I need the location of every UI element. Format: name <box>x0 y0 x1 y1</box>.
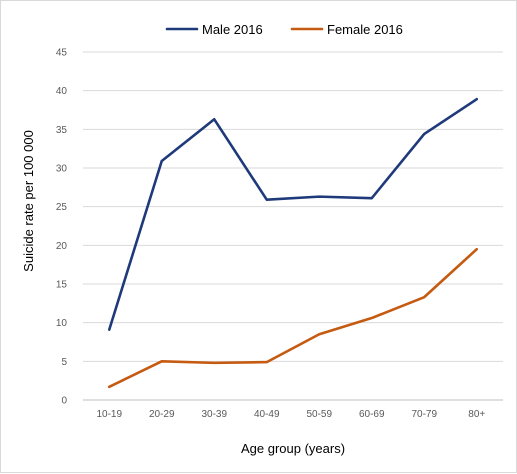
y-tick-label: 10 <box>56 318 68 329</box>
series-lines <box>109 99 477 387</box>
legend: Male 2016 Female 2016 <box>167 22 403 37</box>
x-tick-label: 30-39 <box>201 409 227 420</box>
y-tick-labels: 0 5 10 15 20 25 30 35 40 45 <box>56 48 68 407</box>
legend-item-male-2016: Male 2016 <box>167 22 263 37</box>
x-tick-label: 10-19 <box>96 409 122 420</box>
x-tick-label: 40-49 <box>254 409 280 420</box>
y-tick-label: 0 <box>61 396 67 407</box>
x-tick-labels: 10-19 20-29 30-39 40-49 50-59 60-69 70-79 80+ <box>96 409 485 420</box>
series-line-female-2016 <box>109 249 477 387</box>
x-tick-label: 80+ <box>468 409 485 420</box>
legend-label: Female 2016 <box>327 22 403 37</box>
y-tick-label: 25 <box>56 202 68 213</box>
x-tick-label: 70-79 <box>411 409 437 420</box>
x-tick-label: 50-59 <box>306 409 332 420</box>
y-tick-label: 30 <box>56 164 68 175</box>
x-tick-label: 20-29 <box>149 409 175 420</box>
y-axis-title: Suicide rate per 100 000 <box>21 130 36 272</box>
legend-item-female-2016: Female 2016 <box>292 22 403 37</box>
x-axis-title: Age group (years) <box>241 441 345 456</box>
y-tick-label: 15 <box>56 280 68 291</box>
series-line-male-2016 <box>109 99 477 329</box>
legend-label: Male 2016 <box>202 22 263 37</box>
y-tick-label: 40 <box>56 86 68 97</box>
y-tick-label: 35 <box>56 125 68 136</box>
y-tick-label: 20 <box>56 241 68 252</box>
x-tick-label: 60-69 <box>359 409 385 420</box>
y-tick-label: 45 <box>56 48 68 59</box>
y-tick-label: 5 <box>61 357 67 368</box>
